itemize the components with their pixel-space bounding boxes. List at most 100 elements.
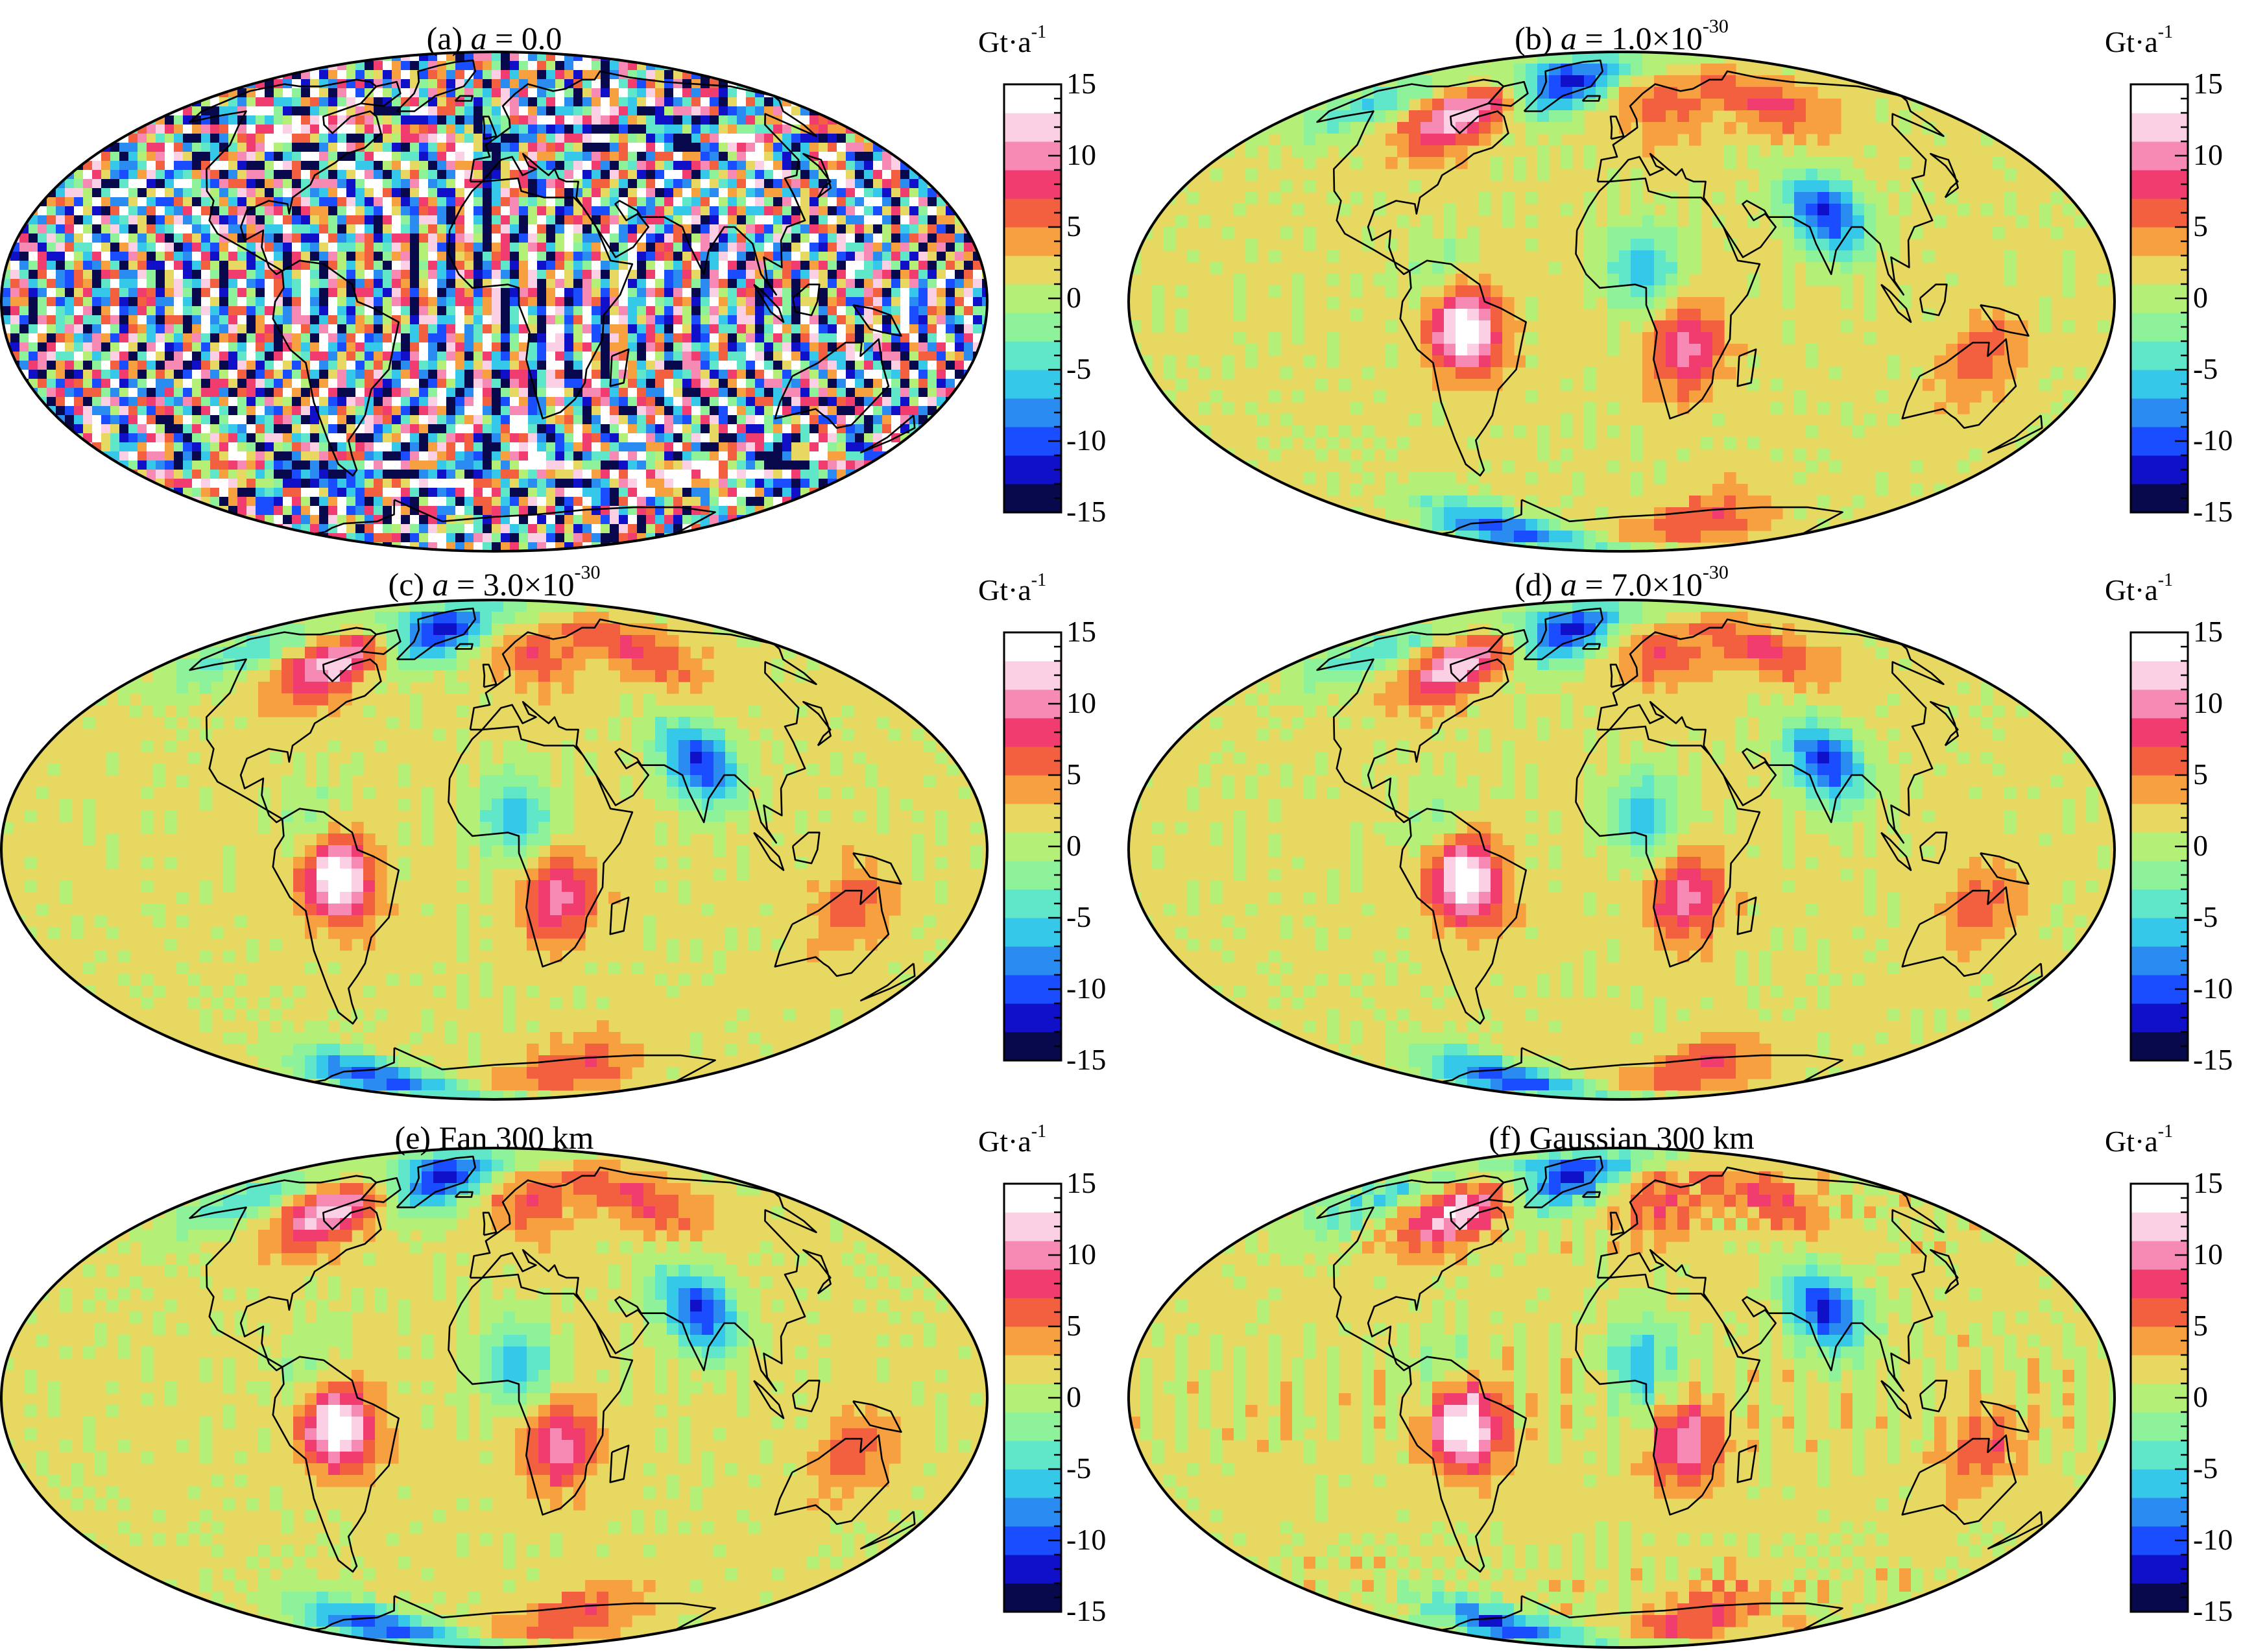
field-cell [210,279,220,289]
field-cell [1747,75,1760,88]
field-cell [773,97,783,107]
field-cell [83,406,93,416]
field-cell [637,506,647,516]
field-cell [346,252,356,261]
field-cell [292,406,302,416]
field-cell [47,261,56,270]
field-cell [47,306,56,316]
field-cell [655,233,665,243]
field-cell [909,270,919,280]
field-cell [855,415,865,425]
field-cell [628,134,638,143]
field-cell [555,115,565,125]
field-cell [355,70,365,80]
field-cell [564,442,574,452]
field-cell [83,342,93,352]
field-cell [619,470,629,479]
field-cell [528,134,538,143]
field-cell [219,161,229,171]
field-cell [737,125,747,134]
field-cell [501,433,510,443]
field-cell [192,143,202,152]
field-cell [310,461,320,470]
field-cell [201,333,211,343]
field-cell [346,424,356,434]
field-cell [237,143,247,152]
field-cell [1747,87,1760,99]
field-cell [755,497,765,507]
field-cell [147,288,156,298]
field-cell [564,61,574,71]
field-cell [773,233,783,243]
field-cell [446,333,456,343]
field-cell [65,224,75,234]
field-cell [809,306,819,316]
field-cell [846,333,856,343]
field-cell [701,161,710,171]
field-cell [573,352,583,361]
field-cell [701,315,710,325]
field-cell [601,433,610,443]
field-cell [819,152,828,162]
field-cell [201,352,211,361]
field-cell [900,352,910,361]
field-cell [101,306,111,316]
field-cell [601,125,610,134]
field-cell [691,524,701,534]
field-cell [637,361,647,370]
field-cell [147,261,156,270]
field-cell [110,342,120,352]
field-cell [464,342,474,352]
field-cell [746,324,756,334]
field-cell [328,461,338,470]
field-cell [192,233,202,243]
field-cell [319,215,329,225]
field-cell [601,461,610,470]
field-cell [419,470,429,479]
field-cell [610,515,619,525]
field-cell [837,261,846,270]
field-cell [274,433,283,443]
field-cell [573,179,583,189]
field-cell [455,233,465,243]
field-cell [310,406,320,416]
field-cell [419,233,429,243]
field-cell [728,279,737,289]
field-cell [165,333,174,343]
field-cell [455,261,465,270]
field-cell [328,433,338,443]
field-cell [528,397,538,407]
field-cell [691,342,701,352]
field-cell [474,479,483,488]
field-cell [982,333,987,343]
field-cell [664,342,674,352]
field-cell [337,243,347,252]
field-cell [455,442,465,452]
field-cell [701,279,710,289]
field-cell [328,370,338,379]
colorbar-swatch [1004,341,1061,370]
field-cell [601,61,610,71]
field-cell [701,70,710,80]
field-cell [691,233,701,243]
field-cell [809,297,819,307]
field-cell [301,442,311,452]
field-cell [555,397,565,407]
field-cell [528,470,538,479]
field-cell [464,61,474,71]
field-cell [401,134,411,143]
field-cell [292,97,302,107]
field-cell [964,324,974,334]
field-cell [800,270,810,280]
field-cell [446,370,456,379]
field-cell [601,243,610,252]
field-cell [210,361,220,370]
field-cell [537,406,547,416]
field-cell [710,306,719,316]
field-cell [401,515,411,525]
field-cell [764,297,774,307]
field-cell [510,342,520,352]
field-cell [392,533,402,543]
field-cell [365,125,374,134]
field-cell [800,461,810,470]
